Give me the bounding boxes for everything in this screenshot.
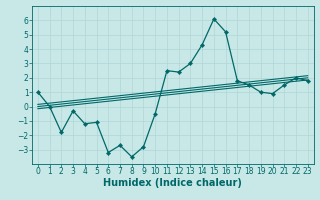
- X-axis label: Humidex (Indice chaleur): Humidex (Indice chaleur): [103, 178, 242, 188]
